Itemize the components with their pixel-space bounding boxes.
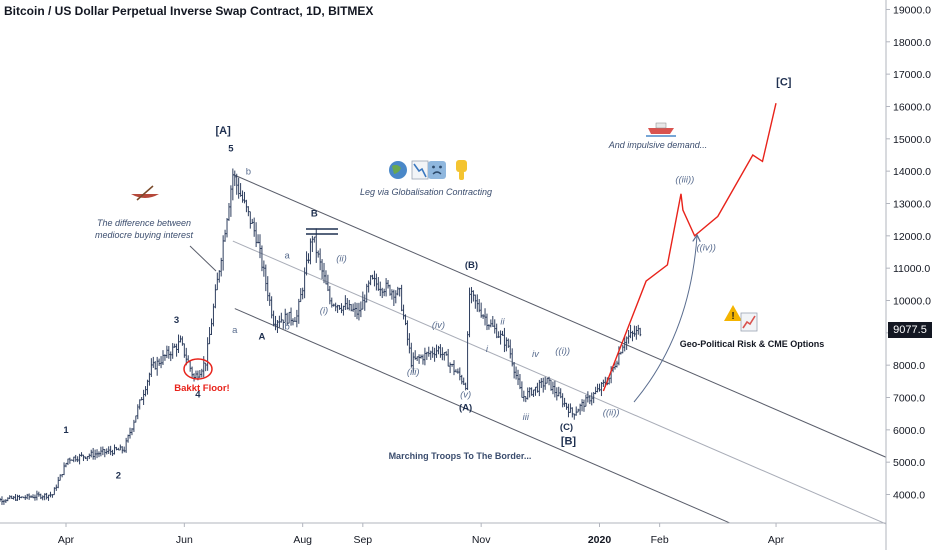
speedboat-cabin (655, 122, 667, 129)
y-tick-label: 8000.0 (893, 360, 925, 372)
x-tick-label: Apr (58, 534, 75, 546)
annotation-bakkt: Bakkt Floor! (174, 383, 229, 394)
annotation-pointer-line (189, 245, 217, 272)
wave-label: iv (532, 349, 540, 360)
y-tick-label: 15000.0 (893, 134, 931, 146)
y-tick-label: 17000.0 (893, 69, 931, 81)
wave-label: (i) (320, 305, 328, 316)
y-tick-label: 11000.0 (893, 263, 930, 275)
y-tick-label: 4000.0 (893, 490, 925, 502)
annotation-difference: mediocre buying interest (95, 230, 194, 240)
thumbs-down-hand (456, 160, 467, 172)
wave-label: 1 (63, 425, 69, 436)
x-tick-label: Feb (651, 534, 669, 546)
y-tick-label: 12000.0 (893, 231, 931, 243)
wave-label: [A] (215, 125, 231, 137)
wave-label: (B) (465, 260, 478, 271)
x-tick-label: Apr (768, 534, 785, 546)
channel-upper-line[interactable] (232, 173, 887, 458)
annotation-marching: Marching Troops To The Border... (389, 451, 532, 461)
wave-label: ((iii)) (675, 174, 694, 185)
thumbs-down-icon (456, 160, 467, 180)
wave-label: 3 (174, 315, 179, 326)
wave-label: (A) (459, 402, 472, 413)
wave-label: B (311, 208, 318, 219)
annotation-geo: Geo-Political Risk & CME Options (680, 339, 825, 349)
x-tick-label: 2020 (588, 534, 612, 546)
channel-lower-line[interactable] (234, 308, 731, 524)
warning-triangle (724, 305, 742, 321)
wave-label: b (285, 322, 290, 333)
canoe-icon (131, 185, 159, 201)
wave-label: iii (523, 412, 530, 423)
y-tick-label: 5000.0 (893, 457, 925, 469)
wave-label: (iii) (407, 367, 420, 378)
wave-label: (v) (460, 390, 471, 401)
speedboat-hull (648, 128, 674, 134)
x-tick-label: Aug (293, 534, 312, 546)
bakkt-floor-circle (183, 358, 213, 380)
wave-label: ii (500, 317, 505, 328)
x-tick-label: Jun (176, 534, 193, 546)
sad-face-body (428, 161, 446, 179)
x-tick-label: Nov (472, 534, 491, 546)
y-tick-label: 19000.0 (893, 4, 931, 16)
plot-background (0, 0, 886, 523)
wave-label: [C] (776, 76, 792, 88)
y-tick-label: 6000.0 (893, 425, 925, 437)
annotation-globalisation: Leg via Globalisation Contracting (360, 187, 492, 197)
projected-path-line[interactable] (602, 103, 777, 392)
warning-mark: ! (731, 311, 734, 322)
annotation-impulsive: And impulsive demand... (608, 140, 708, 150)
channel-median-line[interactable] (232, 240, 887, 525)
warning-icon: ! (724, 305, 742, 322)
wave-label: (C) (560, 422, 573, 433)
wave-label: A (259, 331, 266, 342)
chart-up-icon (740, 312, 758, 332)
wave-label: ((i)) (555, 346, 570, 357)
current-price-tag: 9077.5 (888, 322, 932, 338)
wave-label: 4 (195, 390, 201, 401)
thumbs-down-thumb (459, 171, 464, 180)
canoe-hull (131, 194, 159, 198)
sad-face-mouth (432, 171, 442, 175)
wave-label: (iv) (432, 320, 445, 331)
annotation-difference: The difference between (97, 218, 191, 228)
wave-label: ((iv)) (696, 242, 716, 253)
globe-land (392, 164, 401, 174)
chart-up-line (742, 315, 756, 329)
projection-arrow (633, 236, 697, 403)
y-tick-label: 10000.0 (893, 295, 931, 307)
y-tick-label: 13000.0 (893, 198, 931, 210)
wave-label: [B] (561, 435, 577, 447)
globe-icon (389, 161, 407, 179)
chart-title: Bitcoin / US Dollar Perpetual Inverse Sw… (4, 4, 374, 18)
sad-face-eye (439, 165, 442, 169)
chart-down-icon (411, 160, 429, 180)
sad-face-eye (432, 165, 435, 169)
y-tick-label: 7000.0 (893, 393, 925, 405)
x-tick-label: Sep (353, 534, 372, 546)
y-tick-label: 18000.0 (893, 37, 931, 49)
y-tick-label: 14000.0 (893, 166, 931, 178)
wave-label: 5 (228, 144, 234, 155)
wave-label: (ii) (336, 254, 347, 265)
wave-label: 2 (116, 470, 121, 481)
speedboat-icon (646, 122, 676, 137)
canoe-paddle (136, 185, 154, 201)
wave-label: a (232, 325, 238, 336)
wave-label: b (246, 166, 251, 177)
chart-up-frame (740, 312, 758, 332)
wave-label: ((ii)) (603, 407, 620, 418)
wave-label: i (486, 344, 489, 355)
y-tick-label: 16000.0 (893, 101, 931, 113)
chart-down-line (413, 163, 427, 178)
wave-label: a (285, 250, 291, 261)
sad-face-icon (428, 161, 446, 179)
